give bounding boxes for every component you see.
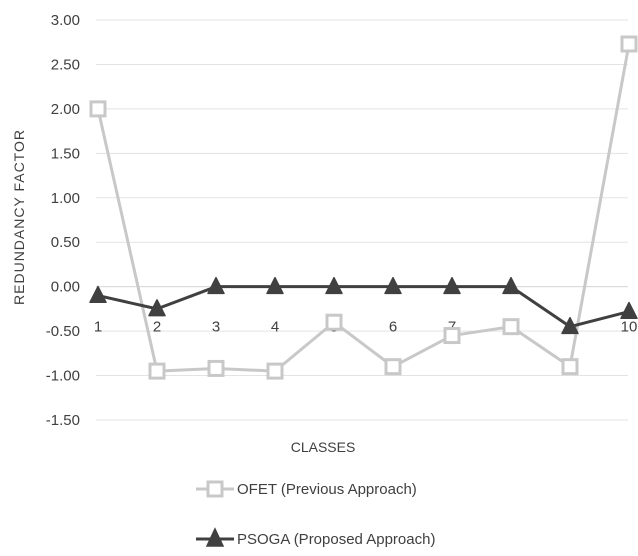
series-1 [89,35,638,380]
legend: OFET (Previous Approach) PSOGA (Proposed … [196,480,435,548]
data-point-triangle [443,276,461,295]
data-point-square [148,362,166,380]
data-point-square [502,318,520,336]
series-2 [89,276,638,335]
y-tick-label: -1.50 [46,412,80,429]
data-point-triangle [207,276,225,295]
y-tick-label: 0.00 [51,279,80,296]
y-tick-label: 2.00 [51,101,80,118]
series-group [89,35,638,380]
x-axis-ticks: 1234567810 [94,319,638,336]
x-tick-label: 4 [271,319,279,336]
y-tick-label: 1.00 [51,190,80,207]
x-tick-label: 10 [621,319,638,336]
data-point-square [207,359,225,377]
y-tick-label: 0.50 [51,234,80,251]
data-point-triangle [384,276,402,295]
series-line [97,285,630,329]
data-point-triangle [89,285,107,304]
y-tick-label: -1.00 [46,368,80,385]
legend-triangle-marker [205,527,225,547]
data-point-triangle [266,276,284,295]
data-point-square [325,313,343,331]
data-point-triangle [502,276,520,295]
series-line [96,43,631,373]
gridlines [96,19,628,421]
data-point-square [561,358,579,376]
data-point-square [443,327,461,345]
data-point-square [384,358,402,376]
legend-square-marker [206,480,224,498]
data-point-square [266,362,284,380]
legend-item-1: OFET (Previous Approach) [196,480,417,498]
data-point-square [89,100,107,118]
x-axis-title: CLASSES [291,439,356,455]
data-point-triangle [148,299,166,317]
legend-label: OFET (Previous Approach) [237,481,417,498]
y-tick-label: 3.00 [51,12,80,29]
x-tick-label: 3 [212,319,220,336]
data-point-triangle [620,301,638,320]
x-tick-label: 1 [94,319,102,336]
x-tick-label: 6 [389,319,397,336]
legend-item-2: PSOGA (Proposed Approach) [196,527,435,548]
data-point-square [620,35,638,53]
y-tick-label: -0.50 [46,323,80,340]
y-axis-ticks: 3.00 2.50 2.00 1.50 1.00 0.50 0.00 -0.50 -1.00 -1… [46,12,80,429]
data-point-triangle [325,276,343,295]
data-point-triangle [561,316,579,335]
y-tick-label: 1.50 [51,145,80,162]
legend-label: PSOGA (Proposed Approach) [237,531,435,548]
y-tick-label: 2.50 [51,56,80,73]
y-axis-title: REDUNDANCY FACTOR [11,129,27,305]
x-tick-label: 2 [153,319,161,336]
